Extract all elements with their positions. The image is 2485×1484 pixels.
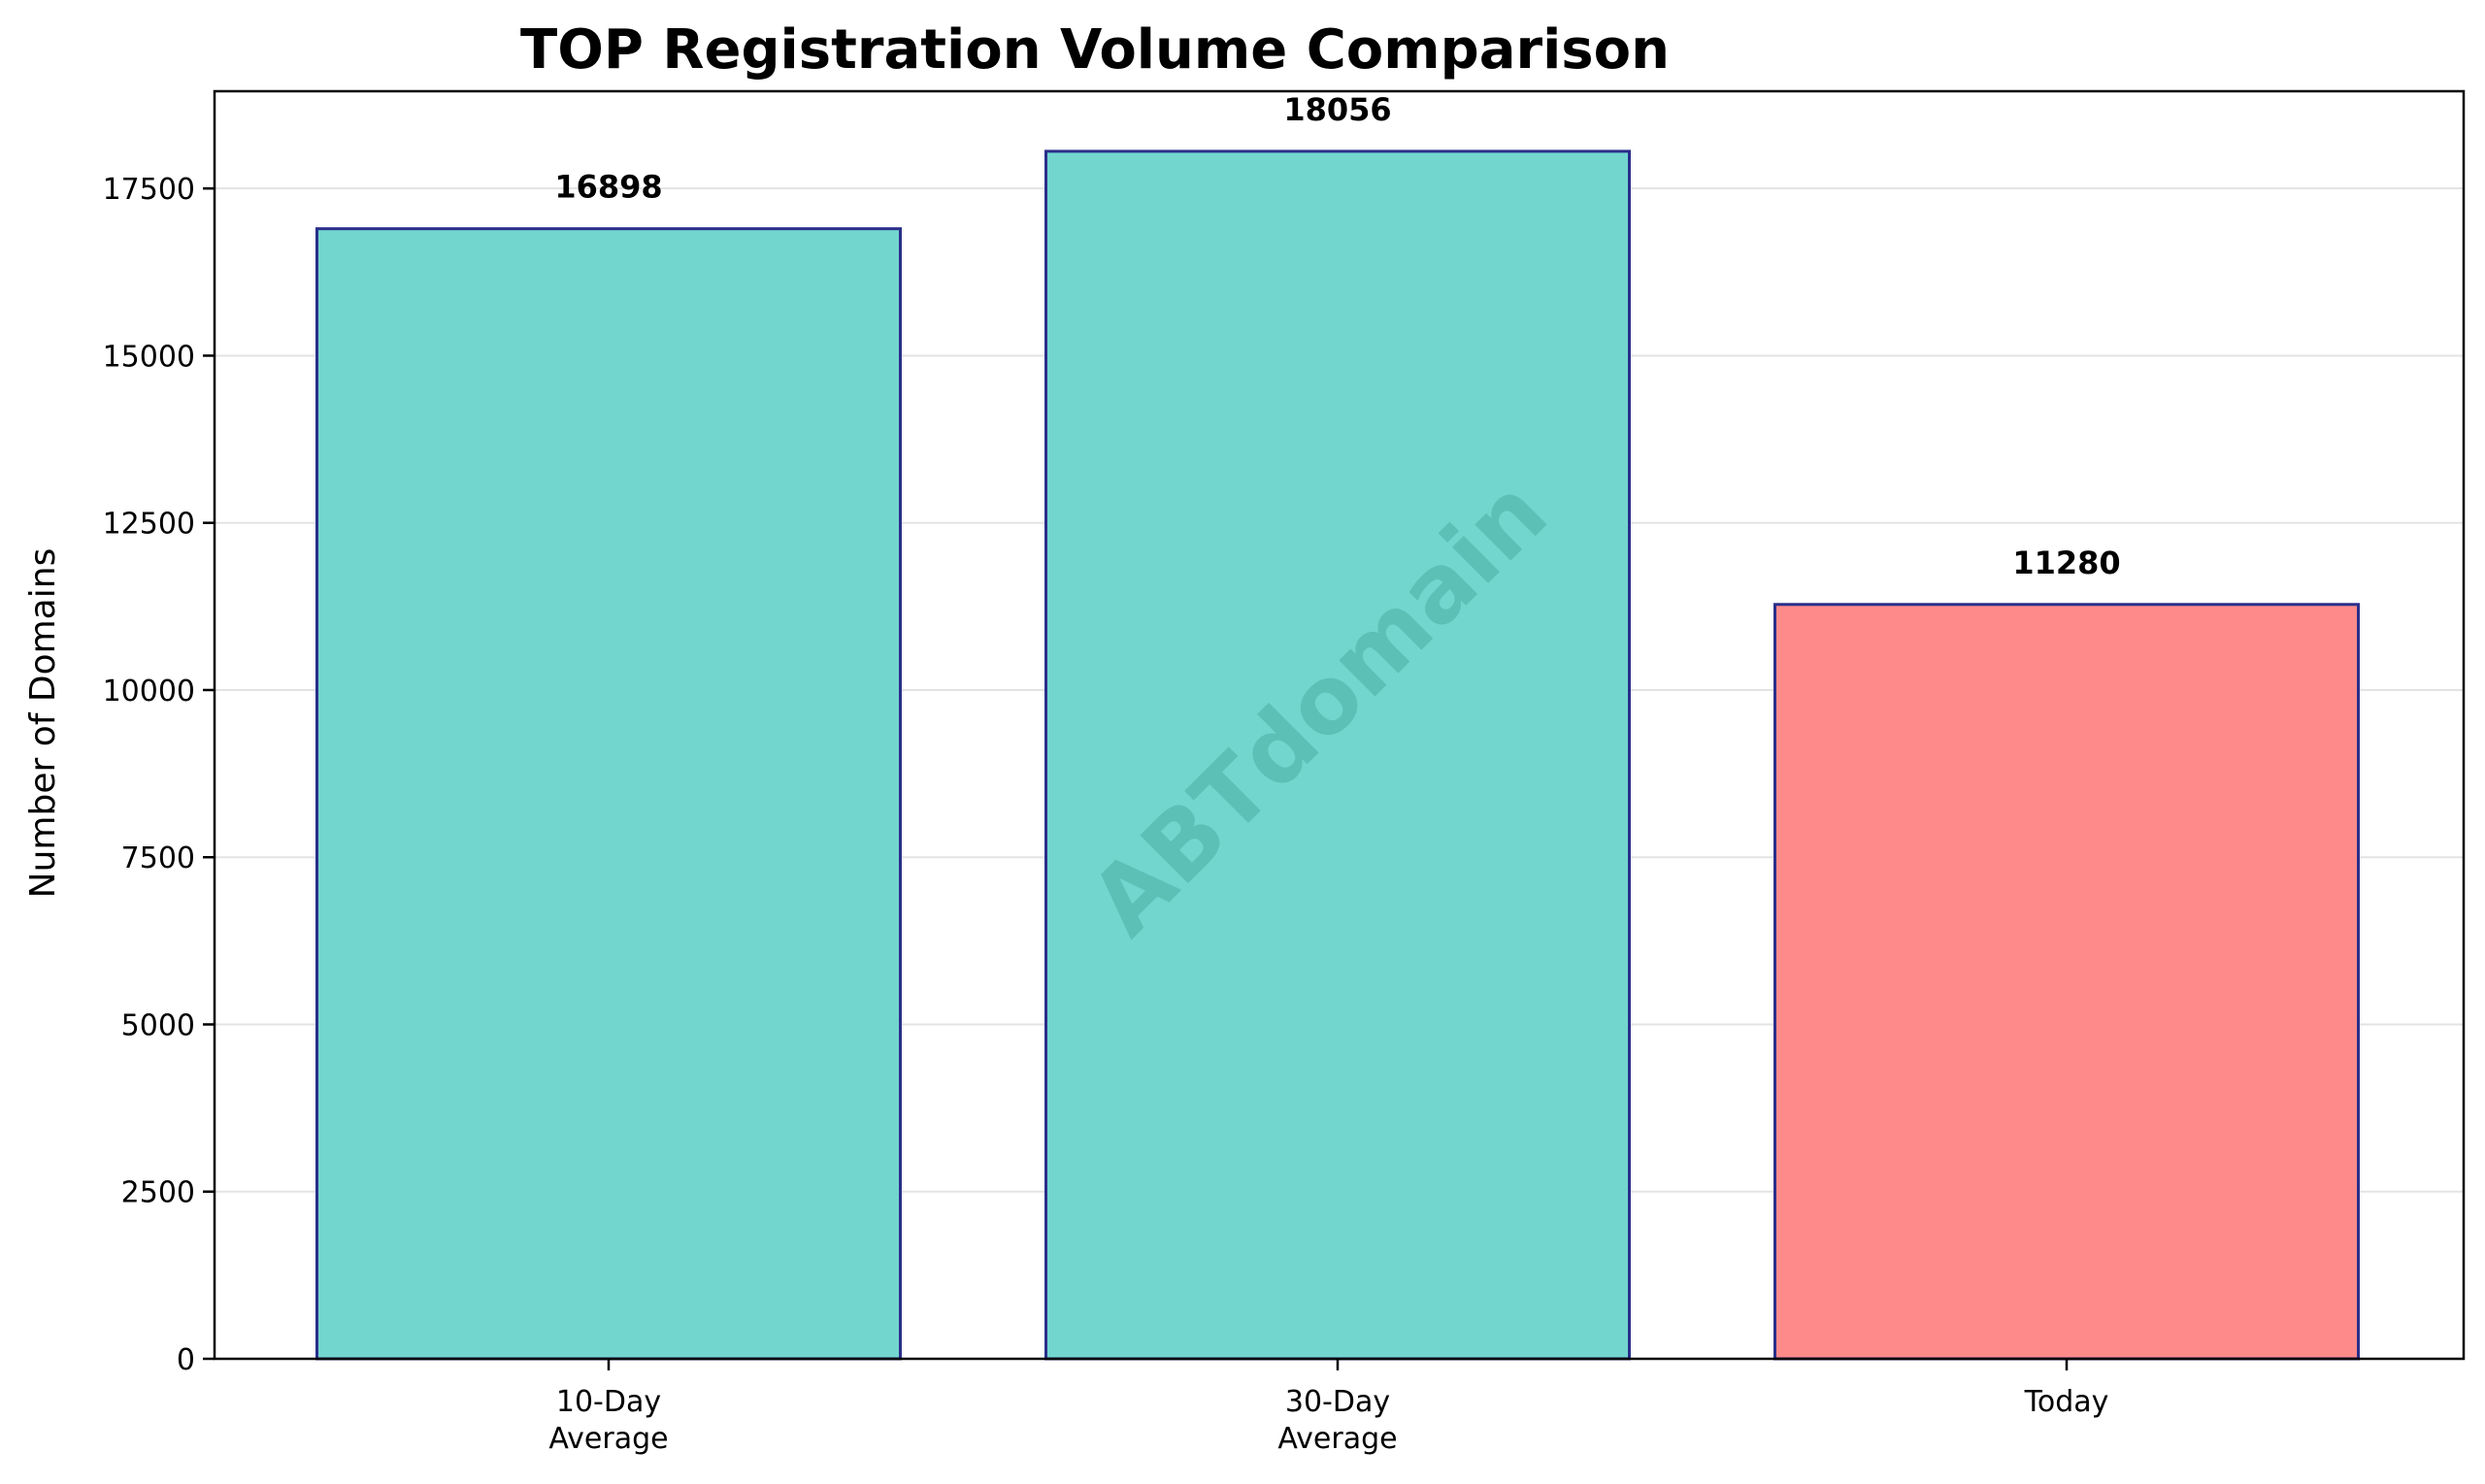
bar [315,227,902,1361]
chart-title: TOP Registration Volume Comparison [520,18,1670,82]
y-tick-label: 7500 [121,841,195,875]
x-tick-label: Average [548,1422,668,1456]
y-tick-label: 15000 [103,340,195,374]
bars [315,149,2360,1361]
y-tick-label: 10000 [103,675,195,709]
y-axis-label: Number of Domains [23,548,63,899]
y-tick-label: 2500 [121,1176,195,1210]
x-tick-label: Average [1277,1422,1397,1456]
plot-frame [213,89,2466,1361]
data-label: 18056 [1283,91,1391,128]
data-label: 11280 [2012,544,2120,581]
x-tick-label: 30-Day [1285,1385,1390,1419]
data-labels: 16898 18056 11280 [554,91,2120,581]
bar [1773,603,2360,1361]
bar [1044,149,1631,1361]
y-axis-ticks: 0 2500 5000 7500 10000 12500 15000 17500 [103,173,215,1377]
data-label: 16898 [554,169,662,206]
y-tick-label: 5000 [121,1008,195,1042]
y-tick-label: 17500 [103,173,195,207]
x-tick-label: Today [2024,1385,2109,1419]
x-tick-label: 10-Day [556,1385,661,1419]
y-tick-label: 0 [177,1343,195,1377]
y-tick-label: 12500 [103,508,195,542]
